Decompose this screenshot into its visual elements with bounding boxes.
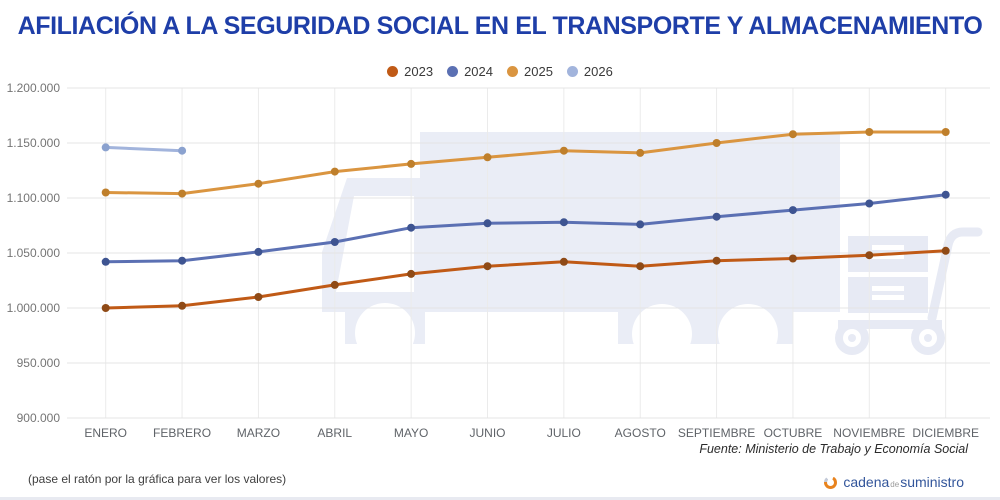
y-axis-label: 900.000	[17, 411, 61, 425]
data-point-2024[interactable]	[712, 212, 721, 221]
gridlines	[67, 87, 990, 419]
data-point-2025[interactable]	[330, 167, 339, 176]
data-point-2026[interactable]	[178, 146, 187, 155]
legend-dot-2024	[447, 65, 459, 77]
data-point-2025[interactable]	[483, 153, 492, 162]
data-point-2025[interactable]	[178, 189, 187, 198]
x-axis-label: NOVIEMBRE	[833, 426, 905, 440]
y-axis-label: 1.100.000	[7, 191, 61, 205]
data-point-2025[interactable]	[101, 188, 110, 197]
data-point-2024[interactable]	[178, 256, 187, 265]
data-point-2024[interactable]	[788, 206, 797, 215]
legend-item-2026: 2026	[566, 63, 613, 79]
data-point-2023[interactable]	[101, 304, 110, 312]
y-axis-label: 1.050.000	[7, 246, 61, 260]
data-point-2024[interactable]	[483, 219, 492, 228]
brand-logo-link[interactable]: cadenadesuministro	[824, 474, 964, 490]
series-2026	[101, 143, 187, 155]
data-point-2023[interactable]	[559, 257, 568, 266]
data-point-2025[interactable]	[636, 148, 645, 157]
x-axis-label: JULIO	[547, 426, 581, 440]
x-axis-label: JUNIO	[470, 426, 506, 440]
bottom-divider	[0, 497, 1000, 500]
legend-dot-2026	[566, 65, 578, 77]
data-point-2023[interactable]	[636, 262, 645, 271]
data-point-2025[interactable]	[407, 159, 416, 168]
data-point-2024[interactable]	[254, 247, 263, 256]
y-axis-label: 950.000	[17, 356, 61, 370]
data-point-2023[interactable]	[788, 254, 797, 263]
data-point-2024[interactable]	[559, 218, 568, 227]
legend-item-2025: 2025	[507, 64, 553, 79]
data-point-2025[interactable]	[712, 139, 721, 147]
legend-item-2024: 2024	[447, 64, 493, 79]
series-2023	[101, 246, 950, 312]
x-axis: ENERO FEBRERO MARZO ABRIL MAYO JUNIO JULIO AGOS…	[84, 426, 979, 440]
data-point-2023[interactable]	[254, 293, 263, 301]
data-point-2025[interactable]	[941, 128, 950, 136]
data-point-2023[interactable]	[941, 246, 950, 255]
series-line-2024	[104, 193, 948, 264]
x-axis-label: SEPTIEMBRE	[678, 426, 755, 440]
legend-item-2023: 2023	[387, 64, 433, 79]
data-point-2024[interactable]	[636, 220, 645, 229]
data-point-2025[interactable]	[254, 179, 263, 188]
y-axis-label: 1.200.000	[7, 81, 61, 95]
data-point-2023[interactable]	[407, 269, 416, 278]
x-axis-label: MAYO	[394, 426, 428, 440]
x-axis-label: ENERO	[84, 426, 127, 440]
data-point-2026[interactable]	[101, 143, 110, 152]
series-line-2026	[104, 145, 184, 153]
data-point-2025[interactable]	[865, 128, 874, 136]
brand-name: cadenadesuministro	[843, 474, 964, 490]
series-line-2023	[104, 249, 948, 310]
x-axis-label: MARZO	[237, 426, 280, 440]
series-line-2025	[104, 130, 948, 196]
page-title: AFILIACIÓN A LA SEGURIDAD SOCIAL EN EL T…	[17, 12, 983, 40]
data-point-2023[interactable]	[178, 301, 187, 310]
y-axis-label: 1.150.000	[7, 136, 61, 150]
x-axis-label: AGOSTO	[615, 426, 666, 440]
truck-watermark-icon	[322, 132, 840, 364]
legend-dot-2025	[507, 65, 518, 77]
series-2025	[101, 128, 950, 198]
legend-dot-2023	[387, 65, 399, 77]
legend-label-2025: 2025	[524, 63, 553, 79]
hover-hint: (pase el ratón por la gráfica para ver l…	[28, 472, 287, 486]
legend-label-2026: 2026	[583, 63, 613, 79]
legend-label-2023: 2023	[404, 63, 434, 79]
hand-truck-watermark-icon	[835, 227, 983, 355]
legend-label-2024: 2024	[464, 63, 493, 79]
source-note: Fuente: Ministerio de Trabajo y Economía…	[699, 442, 968, 456]
data-point-2023[interactable]	[483, 262, 492, 271]
y-axis: 1.200.000 1.150.000 1.100.000 1.050.000 1.00…	[7, 81, 61, 425]
data-point-2025[interactable]	[559, 146, 568, 155]
x-axis-label: FEBRERO	[153, 426, 211, 440]
series-2024	[101, 190, 950, 266]
chart-legend: 2023 2024 2025 2026	[0, 62, 1000, 80]
brand-spinner-icon	[824, 475, 838, 489]
data-point-2023[interactable]	[330, 280, 339, 289]
x-axis-label: ABRIL	[317, 426, 352, 440]
y-axis-label: 1.000.000	[7, 301, 61, 315]
x-axis-label: DICIEMBRE	[912, 426, 979, 440]
data-point-2023[interactable]	[865, 251, 874, 260]
data-point-2024[interactable]	[330, 238, 339, 246]
data-point-2025[interactable]	[788, 130, 797, 139]
data-point-2024[interactable]	[865, 199, 874, 208]
data-point-2024[interactable]	[941, 190, 950, 199]
x-axis-label: OCTUBRE	[764, 426, 823, 440]
data-point-2024[interactable]	[101, 257, 110, 266]
data-point-2023[interactable]	[712, 256, 721, 265]
data-point-2024[interactable]	[407, 223, 416, 232]
